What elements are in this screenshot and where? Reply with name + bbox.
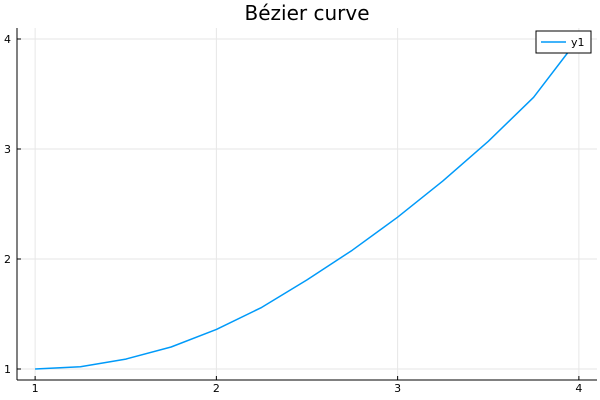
axes	[16, 28, 597, 381]
series-line	[35, 49, 571, 370]
y-tick-label: 1	[4, 363, 11, 376]
ticks: 1 2 3 4 1 2 3 4	[4, 33, 582, 395]
x-tick-label: 2	[213, 382, 220, 395]
legend-label: y1	[571, 36, 585, 49]
chart-title: Bézier curve	[245, 1, 370, 25]
grid	[17, 28, 597, 380]
y-tick-label: 3	[4, 143, 11, 156]
series	[35, 49, 571, 370]
x-tick-label: 4	[575, 382, 582, 395]
x-tick-label: 1	[32, 382, 39, 395]
x-tick-label: 3	[394, 382, 401, 395]
legend: y1	[535, 30, 592, 54]
y-tick-label: 2	[4, 253, 11, 266]
y-tick-label: 4	[4, 33, 11, 46]
